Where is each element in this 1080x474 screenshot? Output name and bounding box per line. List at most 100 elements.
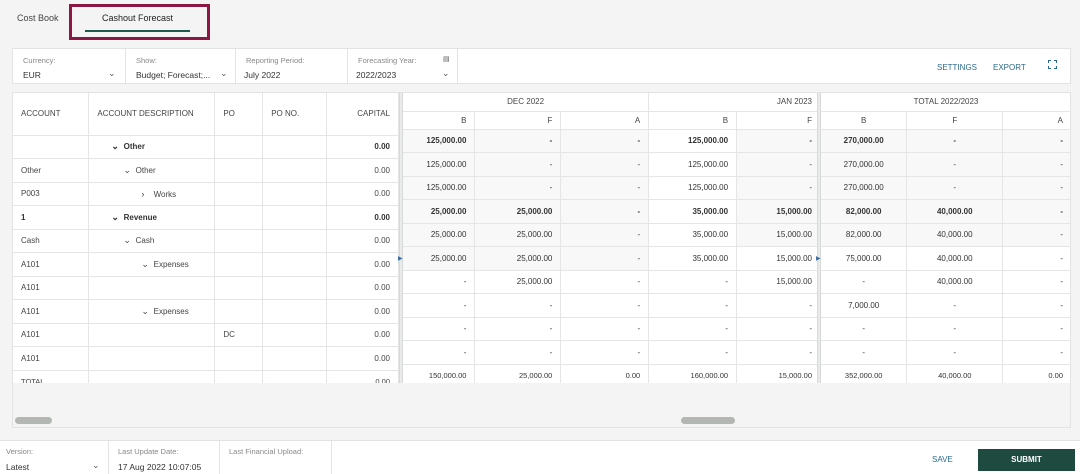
table-row[interactable]: A101 0.00 (13, 346, 399, 371)
jan-f-cell[interactable]: - (736, 340, 821, 365)
dec-b-cell[interactable]: 25,000.00 (403, 223, 476, 247)
dec-b-cell[interactable]: 25,000.00 (403, 246, 476, 271)
active-tab-indicator (85, 30, 190, 32)
dec-a-cell[interactable]: - (560, 317, 650, 341)
dec-a-cell[interactable]: - (560, 199, 650, 224)
dec-a-cell[interactable]: - (560, 223, 650, 247)
dec-a-cell[interactable]: - (560, 270, 650, 294)
dec-f-cell[interactable]: - (474, 129, 562, 153)
chevron-down-icon[interactable]: ⌄ (141, 305, 149, 316)
tot-f-cell: 40,000.00 (906, 223, 1004, 247)
chevron-down-icon[interactable]: ⌄ (123, 164, 131, 175)
last-update-value: 17 Aug 2022 10:07:05 (118, 462, 202, 472)
tot-b-cell: - (821, 317, 908, 341)
jan-b-cell[interactable]: 125,000.00 (648, 129, 738, 153)
table-row[interactable]: 1 ⌄ Revenue 0.00 (13, 205, 399, 230)
dec-b-cell[interactable]: - (403, 340, 476, 365)
jan-f-cell[interactable]: - (736, 152, 821, 177)
reporting-period-select[interactable]: Reporting Period: July 2022 (236, 49, 348, 83)
chevron-down-icon[interactable]: ⌄ (111, 211, 119, 222)
expand-icon[interactable] (1048, 60, 1057, 69)
dec-f-cell[interactable]: - (474, 152, 562, 177)
jan-b-cell[interactable]: - (648, 293, 738, 318)
dec-a-cell[interactable]: - (560, 340, 650, 365)
po-no-header: PO NO. (262, 93, 328, 136)
dec-f-cell[interactable]: 25,000.00 (474, 270, 562, 294)
jan-f-cell[interactable]: 15,000.00 (736, 246, 821, 271)
middle-pane-scrollbar[interactable] (681, 417, 735, 424)
dec-f-cell[interactable]: 25,000.00 (474, 246, 562, 271)
version-select[interactable]: Version: Latest ⌄ (0, 441, 109, 474)
save-button[interactable]: SAVE (932, 455, 953, 464)
dec-b-cell[interactable]: - (403, 317, 476, 341)
account-description: Other (123, 142, 145, 152)
dec-f-cell[interactable]: - (474, 340, 562, 365)
chevron-down-icon[interactable]: ⌄ (111, 141, 119, 152)
table-row[interactable]: A101 ⌄ Expenses 0.00 (13, 252, 399, 277)
jan-b-cell[interactable]: 35,000.00 (648, 199, 738, 224)
table-row[interactable]: ⌄ Other 0.00 (13, 135, 399, 159)
jan-b-cell[interactable]: 125,000.00 (648, 152, 738, 177)
po-no-cell (262, 276, 328, 300)
dec-b-cell[interactable]: - (403, 293, 476, 318)
jan-f-cell[interactable]: - (736, 317, 821, 341)
tab-cost-book[interactable]: Cost Book (17, 13, 59, 23)
jan-b-cell[interactable]: 35,000.00 (648, 223, 738, 247)
pane-splitter-right[interactable]: ▶ (816, 93, 821, 427)
table-row[interactable]: Other ⌄ Other 0.00 (13, 158, 399, 183)
table-row[interactable]: P003 › Works 0.00 (13, 182, 399, 206)
chevron-down-icon[interactable]: ⌄ (123, 235, 131, 246)
export-button[interactable]: EXPORT (993, 63, 1026, 72)
currency-label: Currency: (23, 56, 56, 65)
jan-f-cell[interactable]: - (736, 176, 821, 200)
dec-b-cell[interactable]: 125,000.00 (403, 129, 476, 153)
dec-b-cell[interactable]: - (403, 270, 476, 294)
dec-f-cell[interactable]: - (474, 317, 562, 341)
dec-f-cell[interactable]: - (474, 176, 562, 200)
dec-f-cell[interactable]: - (474, 293, 562, 318)
jan-f-cell[interactable]: - (736, 293, 821, 318)
account-description-cell: ⌄ Expenses (88, 252, 216, 277)
jan-f-cell[interactable]: 15,000.00 (736, 199, 821, 224)
chevron-down-icon[interactable]: ⌄ (141, 258, 149, 269)
table-row[interactable]: A101 DC 0.00 (13, 323, 399, 347)
chevron-right-icon[interactable]: › (141, 188, 145, 199)
table-row: -40,000.00- (821, 270, 1070, 294)
dec-b-cell[interactable]: 25,000.00 (403, 199, 476, 224)
jan-b-cell[interactable]: - (648, 317, 738, 341)
dec-b-cell[interactable]: 125,000.00 (403, 152, 476, 177)
dec-b-header: B (403, 111, 476, 130)
table-row[interactable]: Cash ⌄ Cash 0.00 (13, 229, 399, 253)
table-row: ----- (403, 340, 821, 365)
settings-button[interactable]: SETTINGS (937, 63, 978, 72)
dec-b-cell[interactable]: 125,000.00 (403, 176, 476, 200)
dec-f-cell[interactable]: 25,000.00 (474, 199, 562, 224)
submit-button[interactable]: SUBMIT (978, 449, 1075, 471)
forecasting-year-select[interactable]: Forecasting Year: ▤ 2022/2023 ⌄ (348, 49, 458, 83)
jan-f-cell[interactable]: - (736, 129, 821, 153)
jan-b-cell[interactable]: 35,000.00 (648, 246, 738, 271)
tab-cashout-forecast[interactable]: Cashout Forecast (102, 13, 174, 23)
jan-b-cell[interactable]: - (648, 340, 738, 365)
jan-f-cell[interactable]: 15,000.00 (736, 223, 821, 247)
jan-b-cell[interactable]: 125,000.00 (648, 176, 738, 200)
jan-b-cell[interactable]: - (648, 270, 738, 294)
filter-bar: Currency: EUR ⌄ Show: Budget; Forecast;.… (12, 48, 1071, 84)
tot-a-cell: - (1002, 317, 1070, 341)
dec-a-cell[interactable]: - (560, 246, 650, 271)
total-group-row: TOTAL 2022/2023 (821, 93, 1070, 112)
table-row[interactable]: A101 0.00 (13, 276, 399, 300)
table-row[interactable]: A101 ⌄ Expenses 0.00 (13, 299, 399, 324)
dec-a-cell[interactable]: - (560, 176, 650, 200)
dec-a-cell[interactable]: - (560, 152, 650, 177)
show-select[interactable]: Show: Budget; Forecast;... ⌄ (126, 49, 236, 83)
tot-b-cell: 75,000.00 (821, 246, 908, 271)
pane-splitter[interactable]: ▶ (398, 93, 403, 427)
capital-cell: 0.00 (326, 158, 399, 183)
dec-f-cell[interactable]: 25,000.00 (474, 223, 562, 247)
left-pane-scrollbar[interactable] (15, 417, 52, 424)
dec-a-cell[interactable]: - (560, 129, 650, 153)
currency-select[interactable]: Currency: EUR ⌄ (13, 49, 126, 83)
dec-a-cell[interactable]: - (560, 293, 650, 318)
jan-f-cell[interactable]: 15,000.00 (736, 270, 821, 294)
